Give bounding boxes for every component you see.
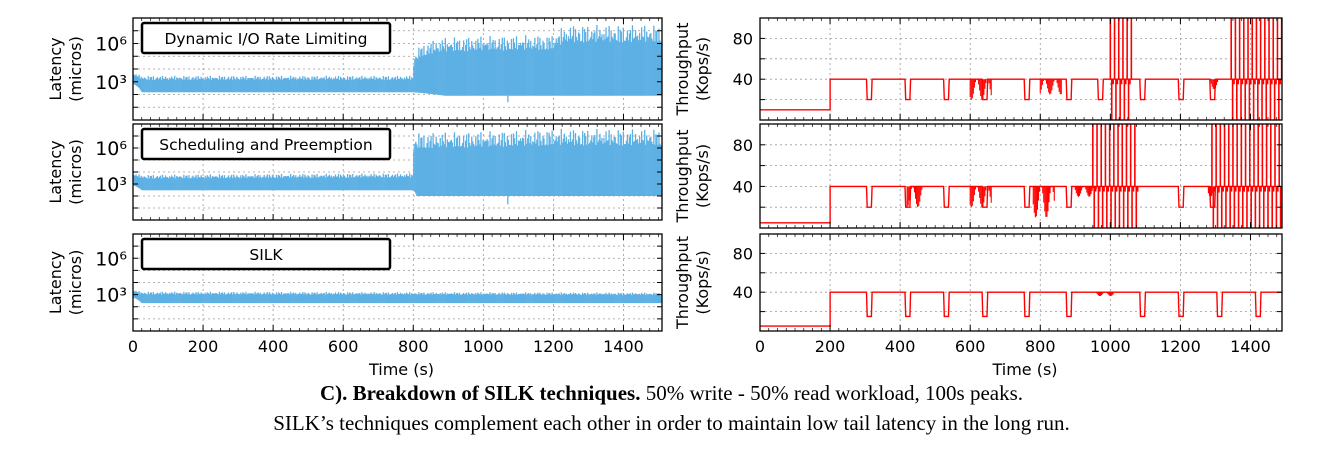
panel-title-box xyxy=(140,21,392,55)
plot-frame xyxy=(132,123,663,221)
x-axis-label: Time (s) xyxy=(991,360,1057,379)
x-tick-label: 1200 xyxy=(533,337,574,356)
y-axis-unit: (micros) xyxy=(66,250,85,316)
x-tick-label: 400 xyxy=(258,337,289,356)
y-axis-unit: (Kops/s) xyxy=(693,250,712,314)
y-tick-label: 10⁶ xyxy=(95,34,127,56)
x-tick-label: 1200 xyxy=(1160,337,1201,356)
throughput-line xyxy=(760,78,1282,111)
caption-description: 50% write - 50% read workload, 100s peak… xyxy=(640,381,1024,405)
y-tick-label: 10⁶ xyxy=(95,138,127,160)
x-tick-label: 1400 xyxy=(603,337,644,356)
x-axis-label: Time (s) xyxy=(368,360,434,379)
y-axis-label: Latency xyxy=(46,37,65,100)
throughput-series xyxy=(760,291,1282,327)
x-tick-label: 600 xyxy=(328,337,359,356)
figure-caption-line2: SILK’s techniques complement each other … xyxy=(273,411,1070,435)
x-tick-label: 1000 xyxy=(463,337,504,356)
panel-title: SILK xyxy=(249,246,283,264)
y-axis-unit: (Kops/s) xyxy=(693,37,712,101)
x-tick-label: 800 xyxy=(398,337,429,356)
panel-title: Scheduling and Preemption xyxy=(159,136,372,154)
throughput-series xyxy=(760,18,1282,120)
y-tick-label: 40 xyxy=(733,283,753,302)
y-axis-unit: (micros) xyxy=(66,139,85,205)
plot-frame xyxy=(759,123,1283,229)
plot-background xyxy=(760,124,1282,228)
latency-series xyxy=(133,24,662,103)
y-tick-label: 80 xyxy=(733,244,753,263)
caption-title: C). Breakdown of SILK techniques. xyxy=(319,381,641,405)
y-tick-label: 80 xyxy=(733,136,753,155)
throughput-line xyxy=(760,185,1282,224)
x-tick-label: 200 xyxy=(815,337,846,356)
panel-title-box xyxy=(140,237,392,271)
panel-title-box xyxy=(140,127,392,161)
y-axis-label: Throughput xyxy=(673,130,692,224)
plot-background xyxy=(760,18,1282,120)
y-tick-label: 10³ xyxy=(95,72,127,94)
plot-frame xyxy=(759,233,1283,332)
y-axis-label: Latency xyxy=(46,140,65,203)
y-axis-label: Throughput xyxy=(673,236,692,330)
x-tick-label: 600 xyxy=(955,337,986,356)
y-axis-unit: (micros) xyxy=(66,36,85,102)
y-axis-unit: (Kops/s) xyxy=(693,144,712,208)
y-tick-label: 10³ xyxy=(95,174,127,196)
plot-frame xyxy=(132,17,663,121)
x-tick-label: 1400 xyxy=(1230,337,1271,356)
plot-frame xyxy=(759,17,1283,121)
latency-series xyxy=(133,128,662,205)
y-tick-label: 40 xyxy=(733,177,753,196)
plot-frame xyxy=(132,233,663,332)
y-axis-label: Latency xyxy=(46,251,65,314)
y-tick-label: 10³ xyxy=(95,285,127,307)
x-tick-label: 400 xyxy=(885,337,916,356)
y-tick-label: 40 xyxy=(733,70,753,89)
plot-background xyxy=(760,234,1282,331)
x-tick-label: 1000 xyxy=(1090,337,1131,356)
throughput-series xyxy=(760,124,1282,228)
throughput-line xyxy=(760,291,1282,327)
latency-series xyxy=(133,290,662,304)
y-axis-label: Throughput xyxy=(673,23,692,117)
figure-caption: C). Breakdown of SILK techniques. 50% wr… xyxy=(0,381,1343,406)
panel-title: Dynamic I/O Rate Limiting xyxy=(164,30,367,48)
x-tick-label: 200 xyxy=(188,337,219,356)
x-tick-label: 800 xyxy=(1025,337,1056,356)
x-tick-label: 0 xyxy=(755,337,765,356)
y-tick-label: 10⁶ xyxy=(95,248,127,270)
x-tick-label: 0 xyxy=(128,337,138,356)
y-tick-label: 80 xyxy=(733,29,753,48)
